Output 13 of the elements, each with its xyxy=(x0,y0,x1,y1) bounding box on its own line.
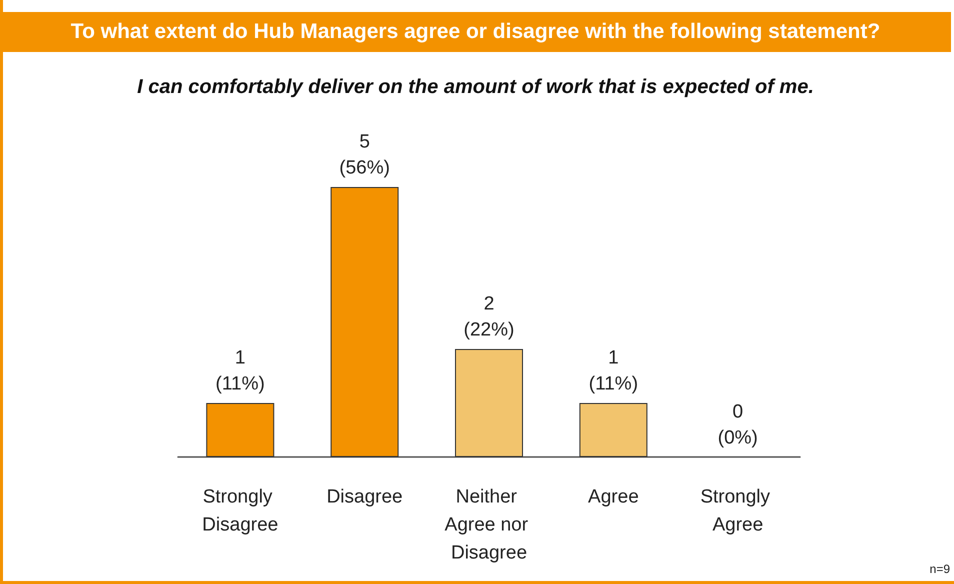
data-label: 1 (11%) xyxy=(216,348,265,394)
x-tick-label: Agree xyxy=(588,486,639,508)
data-label: 2 (22%) xyxy=(464,294,514,340)
data-label: 1 (11%) xyxy=(588,348,638,394)
x-tick-label: Disagree xyxy=(326,486,403,508)
x-tick-label: Strongly Agree xyxy=(700,486,776,536)
chart-subtitle: I can comfortably deliver on the amount of work that is expected of me. xyxy=(136,76,815,99)
x-tick-label: Strongly Disagree xyxy=(202,486,278,536)
text: n=9 xyxy=(930,562,950,576)
x-tick-label: Neither Agree nor Disagree xyxy=(444,486,534,564)
data-label: 0 (0%) xyxy=(718,402,758,448)
data-label: 5 (56%) xyxy=(339,132,390,178)
chart-title: To what extent do Hub Managers agree or disagree with the following statement? xyxy=(0,12,951,52)
